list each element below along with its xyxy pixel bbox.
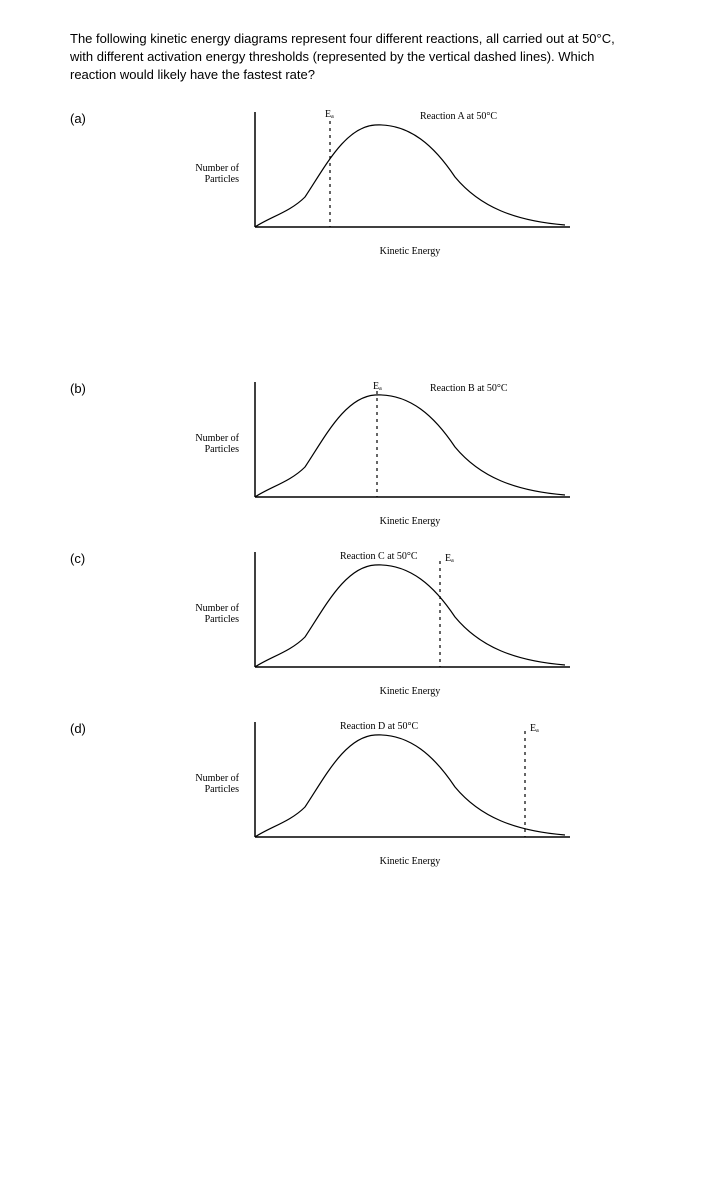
diagram-c: Number ofParticles Eₐ Reaction C at 50°C xyxy=(185,547,575,682)
ea-label: Eₐ xyxy=(530,723,539,734)
y-axis-label-a: Number ofParticles xyxy=(185,163,245,185)
chart-a: Eₐ Reaction A at 50°C xyxy=(245,107,575,242)
option-c: (c) Number ofParticles Eₐ Reaction C at 50°… xyxy=(70,547,635,697)
option-d: (d) Number ofParticles Eₐ Reaction D at 50°… xyxy=(70,717,635,867)
diagram-b: Number ofParticles Eₐ Reaction B at 50°C xyxy=(185,377,575,512)
option-label-c: (c) xyxy=(70,547,125,566)
chart-b: Eₐ Reaction B at 50°C xyxy=(245,377,575,512)
diagram-a: Number ofParticles Eₐ Reaction A at 50°C xyxy=(185,107,575,242)
y-axis-label-c: Number ofParticles xyxy=(185,603,245,625)
diagram-d: Number ofParticles Eₐ Reaction D at 50°C xyxy=(185,717,575,852)
distribution-curve xyxy=(255,734,565,836)
reaction-title: Reaction C at 50°C xyxy=(340,551,418,562)
y-axis-label-d: Number ofParticles xyxy=(185,773,245,795)
distribution-curve xyxy=(255,564,565,666)
option-a: (a) Number ofParticles Eₐ Reaction A at 50°… xyxy=(70,107,635,257)
diagram-wrap-a: Number ofParticles Eₐ Reaction A at 50°C Ki… xyxy=(125,107,635,257)
option-label-d: (d) xyxy=(70,717,125,736)
options-container: (a) Number ofParticles Eₐ Reaction A at 50°… xyxy=(70,107,635,867)
diagram-wrap-c: Number ofParticles Eₐ Reaction C at 50°C Ki… xyxy=(125,547,635,697)
x-axis-label-c: Kinetic Energy xyxy=(245,686,575,697)
reaction-title: Reaction D at 50°C xyxy=(340,721,418,732)
x-axis-label-d: Kinetic Energy xyxy=(245,856,575,867)
reaction-title: Reaction A at 50°C xyxy=(420,111,497,122)
ea-label: Eₐ xyxy=(325,109,334,120)
option-label-a: (a) xyxy=(70,107,125,126)
option-b: (b) Number ofParticles Eₐ Reaction B at 50°… xyxy=(70,377,635,527)
option-label-b: (b) xyxy=(70,377,125,396)
chart-d: Eₐ Reaction D at 50°C xyxy=(245,717,575,852)
y-axis-label-b: Number ofParticles xyxy=(185,433,245,455)
x-axis-label-b: Kinetic Energy xyxy=(245,516,575,527)
ea-label: Eₐ xyxy=(445,553,454,564)
ea-label: Eₐ xyxy=(373,381,382,392)
diagram-wrap-d: Number ofParticles Eₐ Reaction D at 50°C Ki… xyxy=(125,717,635,867)
distribution-curve xyxy=(255,124,565,226)
reaction-title: Reaction B at 50°C xyxy=(430,383,508,394)
chart-c: Eₐ Reaction C at 50°C xyxy=(245,547,575,682)
question-text: The following kinetic energy diagrams re… xyxy=(70,30,635,85)
distribution-curve xyxy=(255,394,565,496)
x-axis-label-a: Kinetic Energy xyxy=(245,246,575,257)
diagram-wrap-b: Number ofParticles Eₐ Reaction B at 50°C Ki… xyxy=(125,377,635,527)
